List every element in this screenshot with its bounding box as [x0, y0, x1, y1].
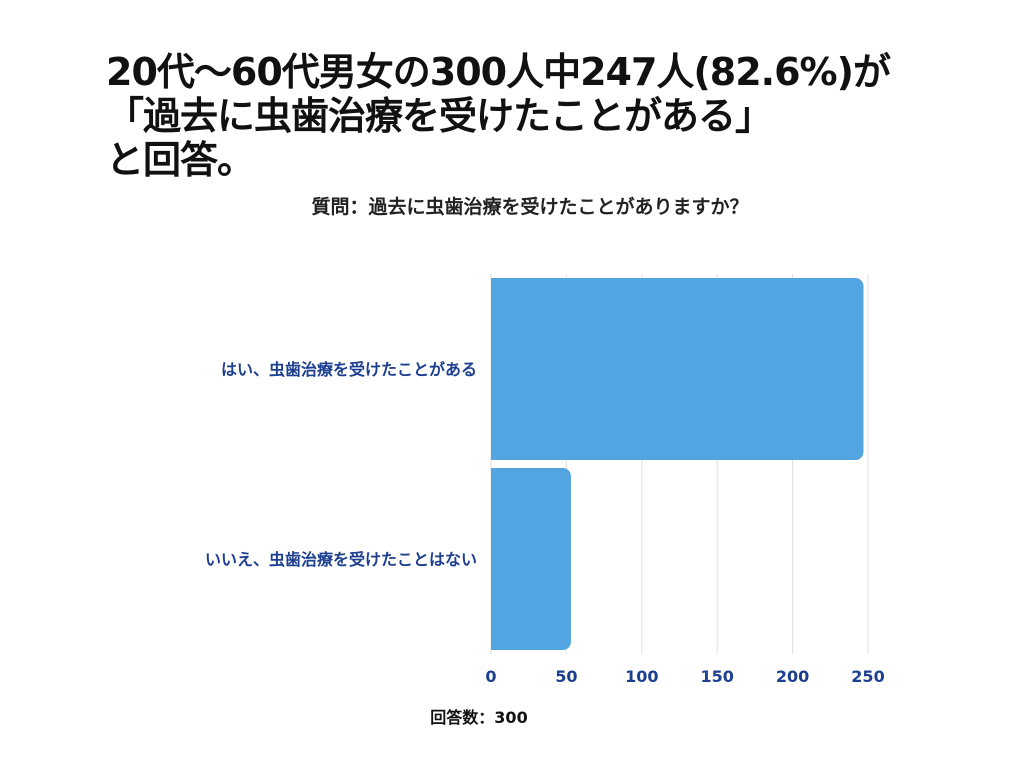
headline-title: 20代〜60代男女の300人中247人(82.6%)が 「過去に虫歯治療を受けた…: [106, 50, 891, 182]
x-tick-label: 150: [700, 667, 733, 686]
x-tick-label: 0: [485, 667, 496, 686]
x-axis-ticks: 0 50 100 150 200 250: [485, 667, 884, 686]
bar: [491, 278, 864, 460]
bar-base: [491, 468, 501, 650]
category-label: はい、虫歯治療を受けたことがある: [221, 360, 477, 379]
bar-base: [491, 278, 501, 460]
x-tick-label: 50: [555, 667, 577, 686]
category-label: いいえ、虫歯治療を受けたことはない: [205, 550, 477, 569]
bar: [491, 468, 571, 650]
x-tick-label: 200: [776, 667, 809, 686]
x-tick-label: 100: [625, 667, 658, 686]
x-tick-label: 250: [851, 667, 884, 686]
bars: [491, 278, 864, 650]
question-text: 質問：過去に虫歯治療を受けたことがありますか？: [311, 196, 749, 218]
responses-count: 回答数：300: [430, 708, 528, 727]
